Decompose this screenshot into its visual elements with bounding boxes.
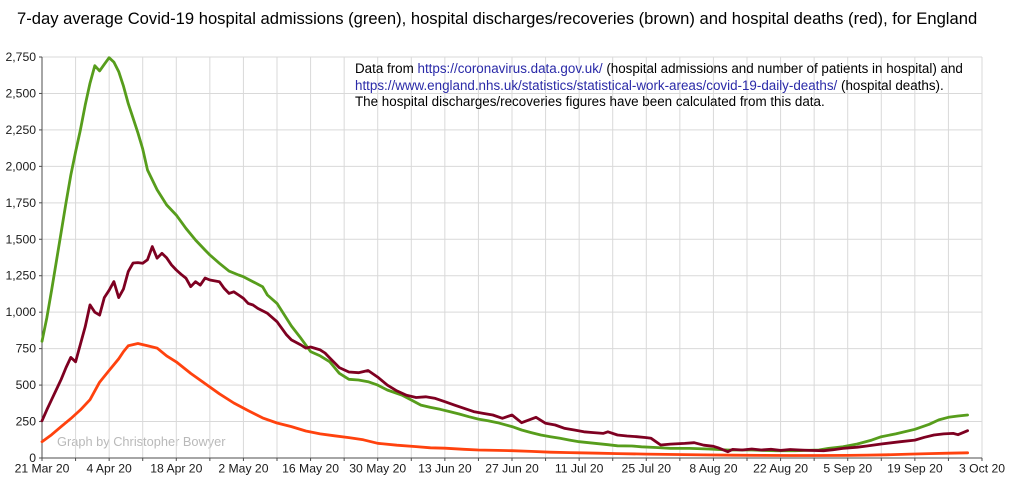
y-tick-label: 0 (29, 451, 36, 465)
x-tick-label: 16 May 20 (282, 462, 339, 476)
x-tick-label: 30 May 20 (349, 462, 406, 476)
y-tick-label: 750 (16, 342, 37, 356)
x-tick-label: 4 Apr 20 (86, 462, 132, 476)
axes (39, 56, 983, 461)
y-tick-label: 250 (16, 415, 37, 429)
annotation-text: (hospital admissions and number of patie… (602, 61, 963, 76)
x-tick-label: 8 Aug 20 (689, 462, 737, 476)
x-tick-labels: 21 Mar 20 4 Apr 20 18 Apr 20 2 May 20 16 May… (15, 462, 1006, 476)
y-tick-label: 2,000 (6, 159, 37, 173)
annotation-text: Data from (355, 61, 418, 76)
annotation-text: (hospital deaths). (837, 77, 944, 93)
nhs-deaths-link[interactable]: https://www.england.nhs.uk/statistics/st… (355, 77, 838, 93)
x-tick-label: 3 Oct 20 (959, 462, 1005, 476)
y-tick-label: 2,250 (6, 123, 37, 137)
watermark-credit: Graph by Christopher Bowyer (57, 434, 226, 449)
x-tick-label: 25 Jul 20 (622, 462, 672, 476)
x-tick-label: 5 Sep 20 (823, 462, 872, 476)
y-tick-label: 1,250 (6, 269, 37, 283)
x-tick-label: 11 Jul 20 (555, 462, 604, 476)
gridlines (42, 56, 983, 458)
y-tick-label: 1,000 (6, 305, 37, 319)
chart-title: 7-day average Covid-19 hospital admissio… (17, 9, 978, 28)
x-tick-label: 18 Apr 20 (150, 462, 202, 476)
series-line-deaths (40, 342, 969, 457)
coronavirus-data-link[interactable]: https://coronavirus.data.gov.uk/ (417, 61, 603, 76)
y-tick-label: 1,500 (6, 232, 37, 246)
series-line-discharges (40, 245, 969, 454)
x-tick-label: 27 Jun 20 (485, 462, 539, 476)
x-tick-label: 21 Mar 20 (15, 462, 70, 476)
y-tick-label: 500 (16, 378, 37, 392)
y-tick-label: 2,500 (6, 86, 37, 100)
series-line-admissions (40, 56, 969, 453)
y-tick-label: 1,750 (6, 196, 37, 210)
y-tick-labels: 0 250 500 750 1,000 1,250 1,500 1,750 2,000 2,250… (6, 50, 37, 465)
x-tick-label: 2 May 20 (218, 462, 268, 476)
y-tick-label: 2,750 (6, 50, 37, 64)
annotation-text: The hospital discharges/recoveries figur… (355, 94, 825, 110)
x-tick-label: 19 Sep 20 (887, 462, 943, 476)
x-tick-label: 13 Jun 20 (418, 462, 472, 476)
x-tick-label: 22 Aug 20 (753, 462, 808, 476)
data-source-note: Data from https://coronavirus.data.gov.u… (355, 61, 995, 111)
